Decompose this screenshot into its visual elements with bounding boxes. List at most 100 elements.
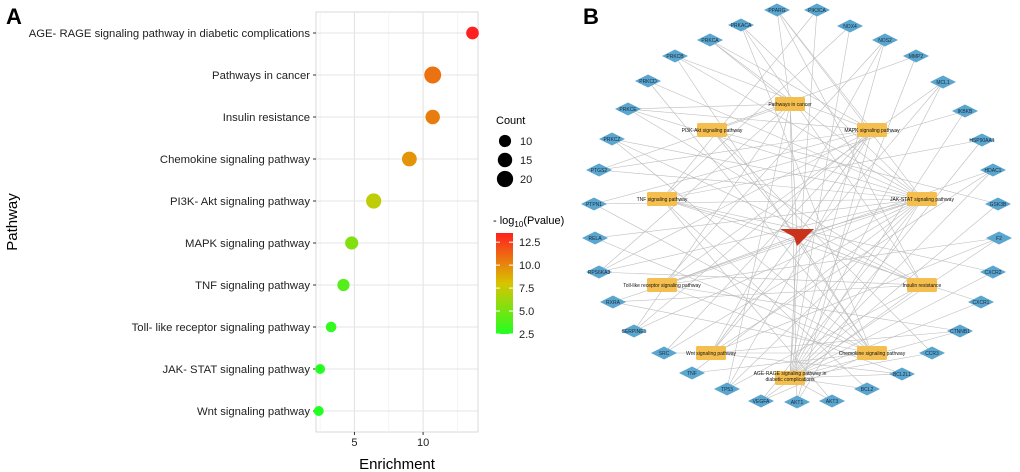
gene-node: PIK3CA xyxy=(804,3,830,17)
gene-node-label: PRKCZ xyxy=(604,137,621,143)
network-edge xyxy=(740,24,923,286)
gene-nodes: PPARG PIK3CA PRKACA NOX4 PRKCA NOS2 PRKCB MMP2 P… xyxy=(581,3,1012,409)
pathway-node: MAPK signaling pathway xyxy=(844,123,900,137)
gene-node: F2 xyxy=(986,231,1012,245)
data-point xyxy=(424,66,442,84)
data-point xyxy=(313,406,324,416)
gene-node: PRKCE xyxy=(615,102,641,116)
gene-node: PRKCA xyxy=(697,33,723,47)
network-edge xyxy=(796,198,923,237)
gene-node-label: HSP90AA1 xyxy=(969,138,995,144)
gene-node: HDAC1 xyxy=(980,163,1006,177)
network-edge xyxy=(789,373,903,379)
gene-node-label: MMP2 xyxy=(909,54,924,60)
pathway-node-label: Wnt signaling pathway xyxy=(686,351,737,357)
gene-node-label: NOS2 xyxy=(878,38,892,44)
network-edge xyxy=(633,129,873,332)
gene-node: TP53 xyxy=(714,382,740,396)
panel-b-label: B xyxy=(583,4,599,29)
pathway-node-label: PI3K-Akt signaling pathway xyxy=(682,128,743,134)
network-edge xyxy=(661,139,983,200)
gene-node: CTNNB1 xyxy=(947,324,973,338)
gene-node: PRKCD xyxy=(635,74,661,88)
network-edge xyxy=(726,198,923,390)
gene-node-label: TNF xyxy=(687,371,697,377)
pathway-node: Toll-like receptor signaling pathway xyxy=(623,278,701,292)
network-edge xyxy=(710,81,944,354)
network-edge xyxy=(796,129,873,403)
network-edge xyxy=(633,198,923,332)
network-edge xyxy=(598,103,791,273)
gene-node-label: CCR3 xyxy=(925,351,939,357)
gene-node: MCL1 xyxy=(930,75,956,89)
network-edge xyxy=(796,235,873,354)
pathway-node: Insulin resistance xyxy=(903,278,942,292)
network-edge xyxy=(789,271,994,379)
network-edge xyxy=(598,129,873,273)
pathway-node: Wnt signaling pathway xyxy=(686,346,737,360)
y-tick-label: TNF signaling pathway xyxy=(195,280,310,292)
network-edge xyxy=(726,129,873,390)
gene-node: CXCR1 xyxy=(968,295,994,309)
plot-area xyxy=(315,11,479,433)
y-tick-labels: AGE- RAGE signaling pathway in diabetic … xyxy=(29,28,311,418)
color-bar xyxy=(496,233,513,334)
network-edge xyxy=(776,9,791,105)
network-edge xyxy=(661,198,868,390)
pathway-nodes: Pathways in cancer PI3K-Akt signaling pat… xyxy=(623,97,954,385)
network-edge xyxy=(627,108,923,200)
network-edge xyxy=(661,198,994,273)
gene-node: BCL2 xyxy=(854,382,880,396)
network-edge xyxy=(661,284,961,332)
network-edge xyxy=(674,55,923,200)
network-edge xyxy=(740,24,873,354)
gene-node-label: IKBKB xyxy=(958,109,973,115)
network-edge xyxy=(594,198,923,239)
network-edge xyxy=(709,39,873,131)
network-edge xyxy=(789,81,944,379)
color-legend: - log10(Pvalue) 12.5 10.0 7.5 5.0 2.5 xyxy=(493,215,564,341)
gene-node-label: PTPN1 xyxy=(586,202,602,208)
x-axis-label: Enrichment xyxy=(359,456,436,472)
network-edge xyxy=(674,55,873,131)
network-edge xyxy=(776,9,923,200)
network-edge xyxy=(661,169,994,286)
network-edge xyxy=(789,235,798,379)
network-edge xyxy=(661,198,833,402)
gene-node: MMP2 xyxy=(903,49,929,63)
gene-node: RPS6KA3 xyxy=(586,265,612,279)
size-legend-dot xyxy=(496,170,514,188)
gene-node-label: PRKCB xyxy=(666,54,684,60)
gene-node-label: VEGFA xyxy=(753,399,770,405)
color-tick-label: 7.5 xyxy=(519,283,534,295)
pathway-node-label: Chemokine signaling pathway xyxy=(839,351,906,357)
network-edge xyxy=(661,198,798,237)
data-point xyxy=(325,321,337,333)
network-edge xyxy=(710,330,961,354)
network-edge xyxy=(611,138,923,200)
gene-node: PTGS2 xyxy=(586,163,612,177)
gene-node-label: AKT3 xyxy=(826,399,839,405)
pathway-node: Pathways in cancer xyxy=(768,97,812,111)
y-tick-label: Wnt signaling pathway xyxy=(197,406,310,418)
network-edge xyxy=(709,39,791,105)
y-tick-label: Insulin resistance xyxy=(223,112,310,124)
network-edge xyxy=(796,129,873,237)
x-ticks: 5 10 xyxy=(351,432,429,449)
gene-node-label: AKT1 xyxy=(791,400,804,406)
network-edge xyxy=(711,129,933,354)
gene-node-label: HDAC1 xyxy=(985,168,1002,174)
size-legend: Count 10 15 20 xyxy=(496,115,532,188)
gene-node-label: PRKCD xyxy=(639,79,657,85)
gene-node: SRC xyxy=(651,346,677,360)
gene-node-label: RPS6KA3 xyxy=(588,270,611,276)
network-edge xyxy=(661,235,798,286)
gene-node: PTPN1 xyxy=(581,197,607,211)
color-legend-title: - log10(Pvalue) xyxy=(493,215,564,229)
network-edge xyxy=(789,352,933,379)
gene-node-label: CTNNB1 xyxy=(950,329,970,335)
network-edge xyxy=(776,9,923,286)
gene-node-label: PPARG xyxy=(768,8,785,14)
network-edge xyxy=(661,81,944,286)
